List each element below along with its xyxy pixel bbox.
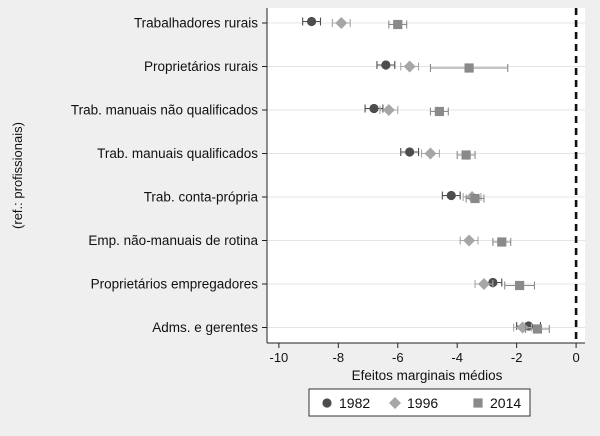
legend: 1982 1996 2014 [308, 388, 531, 417]
legend-label-1982: 1982 [339, 395, 370, 411]
data-point [532, 324, 543, 334]
data-point [382, 104, 395, 116]
plot-area [267, 8, 585, 343]
y-axis-title: (ref.: profissionais) [10, 122, 25, 229]
x-axis-title: Efeitos marginais médios [352, 368, 503, 383]
category-label: Proprietários empregadores [91, 277, 259, 292]
legend-box [308, 388, 531, 417]
x-tick-label: -8 [333, 350, 345, 365]
legend-marker-2014 [473, 398, 483, 408]
data-point [393, 19, 403, 30]
data-point [306, 16, 317, 27]
data-point [461, 150, 471, 160]
category-label: Trab. manuais qualificados [97, 146, 258, 161]
data-point [424, 147, 437, 160]
data-point [463, 234, 476, 247]
data-point [470, 193, 480, 204]
category-label: Trab. conta-própria [144, 190, 259, 205]
legend-label-2014: 2014 [490, 395, 521, 411]
legend-label-1996: 1996 [407, 395, 438, 411]
data-point [405, 147, 415, 157]
category-label: Adms. e gerentes [152, 320, 258, 335]
data-point [446, 190, 456, 201]
data-point [497, 237, 507, 247]
data-point [381, 60, 391, 70]
x-tick-label: 0 [572, 350, 579, 365]
category-label: Proprietários rurais [144, 59, 258, 74]
x-tick-label: -6 [392, 350, 404, 365]
data-point [403, 60, 416, 73]
legend-marker-1982 [322, 398, 332, 408]
series-1982 [302, 16, 541, 331]
series-1996 [331, 17, 533, 334]
category-label: Trab. manuais não qualificados [71, 103, 258, 118]
category-label: Emp. não-manuais de rotina [88, 233, 258, 248]
data-point [369, 103, 379, 114]
x-tick-label: -2 [511, 350, 523, 365]
x-tick-label: -10 [269, 350, 288, 365]
data-point [434, 106, 444, 117]
data-point [477, 278, 490, 290]
data-point [464, 63, 474, 73]
data-point [515, 280, 525, 291]
x-tick-label: -4 [451, 350, 463, 365]
series-2014 [388, 19, 550, 334]
data-point [335, 17, 348, 29]
category-label: Trabalhadores rurais [134, 16, 258, 31]
legend-marker-1996 [389, 397, 401, 409]
